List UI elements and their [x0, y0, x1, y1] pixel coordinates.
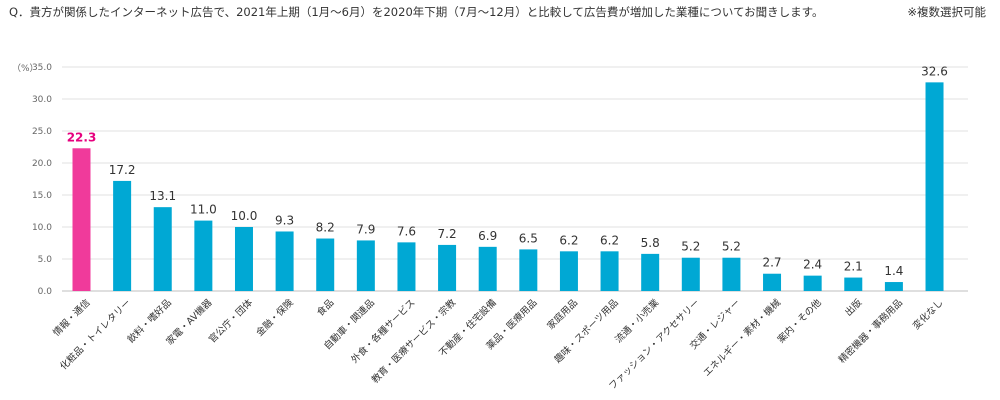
bar [478, 246, 497, 291]
data-label: 8.2 [316, 221, 335, 235]
y-tick-label: 5.0 [38, 255, 53, 265]
data-label: 32.6 [921, 64, 948, 78]
bar [559, 251, 578, 291]
bar [316, 238, 335, 291]
x-tick-label: 家庭用品 [545, 297, 580, 332]
x-tick-label: 出版 [842, 296, 864, 318]
bar [803, 275, 822, 291]
bar [275, 231, 294, 291]
y-tick-label: 35.0 [32, 63, 52, 73]
bar [641, 253, 660, 291]
y-tick-label: 20.0 [32, 159, 52, 169]
bar [194, 220, 213, 291]
bar [925, 82, 944, 291]
data-label: 22.3 [67, 130, 97, 144]
bar [438, 244, 457, 291]
x-tick-label: 金融・保険 [254, 296, 296, 338]
x-tick-label: 化粧品・トイレタリー [58, 297, 134, 373]
y-tick-label: 10.0 [32, 223, 52, 233]
y-tick-label: 30.0 [32, 95, 52, 105]
x-tick-label: エネルギー・素材・機械 [701, 296, 784, 379]
bar [884, 282, 903, 291]
data-label: 6.2 [600, 233, 619, 247]
y-tick-label: 0.0 [38, 287, 53, 297]
data-label: 5.2 [722, 240, 741, 254]
data-label: 9.3 [275, 213, 294, 227]
bar [519, 249, 538, 291]
bar [681, 257, 700, 291]
y-tick-label: 25.0 [32, 127, 52, 137]
bar [397, 242, 416, 291]
data-label: 2.4 [803, 258, 822, 272]
data-label: 7.6 [397, 224, 416, 238]
x-tick-label: 変化なし [910, 297, 945, 332]
bar [72, 148, 91, 291]
bar [763, 273, 782, 291]
data-label: 6.2 [559, 233, 578, 247]
x-tick-label: 案内・その他 [775, 296, 824, 345]
data-label: 6.9 [478, 229, 497, 243]
x-tick-label: 官公庁・団体 [206, 296, 255, 345]
data-label: 10.0 [231, 209, 258, 223]
bar [600, 251, 619, 291]
data-label: 13.1 [149, 189, 176, 203]
bar [113, 180, 132, 291]
data-label: 5.8 [641, 236, 660, 250]
data-label: 2.7 [762, 256, 781, 270]
y-axis-unit-label: （%） [12, 63, 39, 74]
data-label: 2.1 [844, 260, 863, 274]
data-label: 7.2 [438, 227, 457, 241]
bar [153, 207, 172, 291]
data-label: 1.4 [884, 264, 903, 278]
y-tick-label: 15.0 [32, 191, 52, 201]
question-text: Q．貴方が関係したインターネット広告で、2021年上期（1月～6月）を2020年… [9, 5, 824, 19]
x-tick-label: 教育・医療サービス・宗教 [369, 296, 458, 385]
data-label: 5.2 [681, 240, 700, 254]
data-label: 7.9 [356, 222, 375, 236]
multiple-choice-note: ※複数選択可能 [907, 5, 986, 19]
x-tick-label: 食品 [314, 297, 336, 319]
data-label: 11.0 [190, 203, 217, 217]
bar [356, 240, 375, 291]
bar [722, 257, 741, 291]
bar [844, 277, 863, 291]
bar [234, 227, 253, 291]
data-label: 6.5 [519, 231, 538, 245]
data-label: 17.2 [109, 163, 136, 177]
x-tick-label: 情報・通信 [51, 297, 93, 339]
